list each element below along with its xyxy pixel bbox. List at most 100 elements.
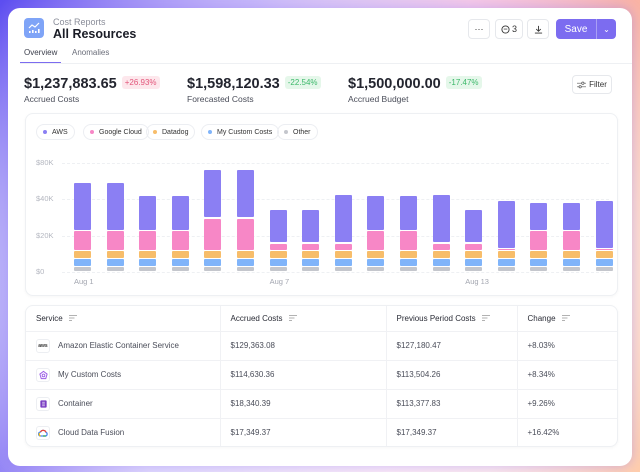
- bar-segment-aws[interactable]: [171, 196, 189, 230]
- bar-segment-datadog[interactable]: [106, 251, 124, 258]
- bar-segment-custom[interactable]: [269, 259, 287, 266]
- bar-segment-other[interactable]: [139, 267, 157, 272]
- bar-segment-custom[interactable]: [465, 259, 483, 266]
- bar-segment-other[interactable]: [204, 267, 222, 272]
- comments-button[interactable]: 3: [495, 19, 523, 39]
- bar-segment-datadog[interactable]: [367, 251, 385, 258]
- sort-icon[interactable]: [481, 314, 490, 323]
- bar-segment-custom[interactable]: [497, 259, 515, 266]
- more-options-button[interactable]: ···: [468, 19, 490, 39]
- table-row[interactable]: My Custom Costs $114,630.36 $113,504.26 …: [26, 360, 617, 390]
- legend-datadog[interactable]: Datadog: [146, 124, 196, 140]
- legend-google-cloud[interactable]: Google Cloud: [83, 124, 149, 140]
- bar-segment-datadog[interactable]: [269, 251, 287, 258]
- bar-segment-other[interactable]: [334, 267, 352, 272]
- bar-segment-google[interactable]: [269, 243, 287, 250]
- bar-segment-custom[interactable]: [432, 259, 450, 266]
- bar-segment-datadog[interactable]: [139, 251, 157, 258]
- bar-segment-custom[interactable]: [367, 259, 385, 266]
- bar-segment-datadog[interactable]: [237, 251, 254, 258]
- bar-segment-aws[interactable]: [204, 170, 222, 218]
- bar-segment-datadog[interactable]: [465, 251, 483, 258]
- tab-overview[interactable]: Overview: [19, 48, 62, 64]
- column-service[interactable]: Service: [26, 306, 220, 332]
- bar-segment-other[interactable]: [400, 267, 417, 272]
- bar-segment-aws[interactable]: [563, 203, 580, 230]
- bar-segment-datadog[interactable]: [400, 251, 417, 258]
- bar-segment-custom[interactable]: [139, 259, 157, 266]
- bar-segment-custom[interactable]: [400, 259, 417, 266]
- bar-segment-google[interactable]: [204, 218, 222, 250]
- bar-segment-datadog[interactable]: [497, 251, 515, 258]
- bar-segment-custom[interactable]: [74, 259, 91, 266]
- bar-segment-custom[interactable]: [334, 259, 352, 266]
- bar-segment-google[interactable]: [139, 231, 157, 250]
- table-row[interactable]: aws Amazon Elastic Container Service $129…: [26, 331, 617, 361]
- bar-segment-aws[interactable]: [367, 196, 385, 230]
- bar-segment-aws[interactable]: [74, 182, 91, 230]
- legend-aws[interactable]: AWS: [36, 124, 75, 140]
- bar-segment-google[interactable]: [530, 231, 548, 250]
- bar-segment-datadog[interactable]: [563, 251, 580, 258]
- bar-segment-google[interactable]: [74, 231, 91, 250]
- column-previous-period-costs[interactable]: Previous Period Costs: [385, 306, 517, 332]
- sort-icon[interactable]: [561, 314, 570, 323]
- bar-segment-google[interactable]: [497, 249, 515, 251]
- bar-segment-google[interactable]: [171, 231, 189, 250]
- bar-segment-google[interactable]: [237, 218, 254, 250]
- tab-anomalies[interactable]: Anomalies: [72, 48, 110, 57]
- bar-segment-custom[interactable]: [237, 259, 254, 266]
- bar-segment-google[interactable]: [106, 231, 124, 250]
- column-accrued-costs[interactable]: Accrued Costs: [219, 306, 386, 332]
- bar-segment-other[interactable]: [530, 267, 548, 272]
- bar-segment-other[interactable]: [269, 267, 287, 272]
- bar-segment-aws[interactable]: [497, 200, 515, 248]
- bar-segment-other[interactable]: [432, 267, 450, 272]
- bar-segment-aws[interactable]: [334, 195, 352, 243]
- chevron-down-icon[interactable]: ⌄: [603, 24, 610, 34]
- legend-other[interactable]: Other: [277, 124, 318, 140]
- download-button[interactable]: [527, 19, 549, 39]
- bar-segment-aws[interactable]: [269, 209, 287, 243]
- bar-segment-google[interactable]: [465, 243, 483, 250]
- bar-segment-other[interactable]: [497, 267, 515, 272]
- bar-segment-other[interactable]: [595, 267, 613, 272]
- bar-segment-other[interactable]: [465, 267, 483, 272]
- bar-segment-other[interactable]: [237, 267, 254, 272]
- bar-segment-datadog[interactable]: [302, 251, 320, 258]
- legend-my-custom-costs[interactable]: My Custom Costs: [201, 124, 280, 140]
- bar-segment-google[interactable]: [595, 249, 613, 251]
- bar-segment-aws[interactable]: [302, 209, 320, 243]
- save-button[interactable]: Save ⌄: [556, 19, 616, 39]
- bar-segment-google[interactable]: [432, 243, 450, 250]
- bar-segment-custom[interactable]: [171, 259, 189, 266]
- bar-segment-other[interactable]: [367, 267, 385, 272]
- bar-segment-datadog[interactable]: [530, 251, 548, 258]
- bar-segment-datadog[interactable]: [74, 251, 91, 258]
- bar-segment-google[interactable]: [400, 231, 417, 250]
- bar-segment-google[interactable]: [334, 243, 352, 250]
- bar-segment-other[interactable]: [74, 267, 91, 272]
- bar-segment-aws[interactable]: [400, 196, 417, 230]
- table-row[interactable]: Cloud Data Fusion $17,349.37 $17,349.37 …: [26, 418, 617, 446]
- bar-segment-datadog[interactable]: [432, 251, 450, 258]
- column-change[interactable]: Change: [516, 306, 617, 332]
- sort-icon[interactable]: [288, 314, 297, 323]
- bar-segment-google[interactable]: [563, 231, 580, 250]
- breadcrumb[interactable]: Cost Reports: [53, 17, 106, 27]
- bar-segment-other[interactable]: [106, 267, 124, 272]
- table-row[interactable]: Container $18,340.39 $113,377.83 +9.26%: [26, 389, 617, 419]
- bar-segment-custom[interactable]: [563, 259, 580, 266]
- bar-segment-other[interactable]: [563, 267, 580, 272]
- bar-segment-aws[interactable]: [106, 182, 124, 230]
- bar-segment-datadog[interactable]: [204, 251, 222, 258]
- bar-segment-custom[interactable]: [530, 259, 548, 266]
- bar-segment-aws[interactable]: [432, 195, 450, 243]
- bar-segment-aws[interactable]: [139, 196, 157, 230]
- bar-segment-google[interactable]: [302, 243, 320, 250]
- bar-segment-custom[interactable]: [595, 259, 613, 266]
- bar-segment-datadog[interactable]: [595, 251, 613, 258]
- bar-segment-google[interactable]: [367, 231, 385, 250]
- bar-segment-custom[interactable]: [204, 259, 222, 266]
- bar-segment-custom[interactable]: [106, 259, 124, 266]
